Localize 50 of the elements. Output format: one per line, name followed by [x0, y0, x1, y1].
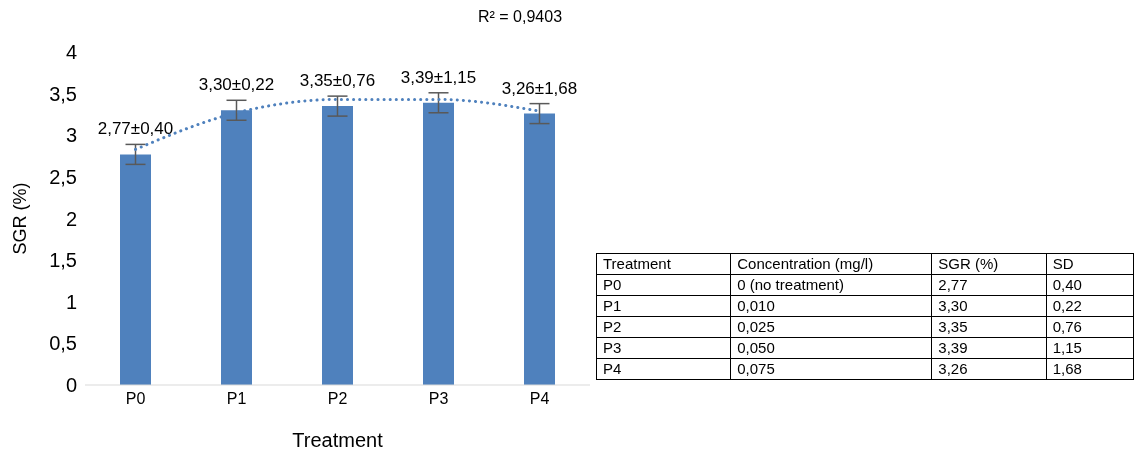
y-tick-label: 3	[65, 124, 77, 147]
text: 0,76	[1046, 316, 1134, 338]
text: 3,39	[931, 337, 1047, 359]
text: 0 (no treatment)	[730, 274, 932, 296]
x-tick-label: P3	[428, 390, 449, 408]
x-tick-label: P2	[327, 390, 348, 408]
bar	[322, 106, 353, 385]
text: 0,025	[730, 316, 932, 338]
text: SGR (%)	[931, 253, 1047, 275]
text: P2	[596, 316, 731, 338]
data-label: 3,26±1,68	[501, 78, 578, 98]
text: P3	[596, 337, 731, 359]
text: 0,22	[1046, 295, 1134, 317]
y-tick-label: 4	[65, 41, 77, 64]
bar	[423, 102, 454, 385]
x-tick-label: P1	[226, 390, 247, 408]
y-tick-label: 2	[65, 207, 77, 230]
bar	[120, 154, 151, 385]
y-tick-label: 2,5	[49, 165, 77, 188]
bar	[524, 113, 555, 385]
text: P0	[596, 274, 731, 296]
text: 0,050	[730, 337, 932, 359]
text: 0,075	[730, 358, 932, 380]
text: 1,68	[1046, 358, 1134, 380]
data-label: 3,30±0,22	[198, 75, 275, 95]
y-tick-label: 1	[65, 290, 77, 313]
text: 1,15	[1046, 337, 1134, 359]
x-axis-title: Treatment	[292, 429, 384, 451]
text: 3,26	[931, 358, 1047, 380]
data-label: 3,39±1,15	[400, 67, 477, 87]
x-tick-label: P4	[529, 390, 550, 408]
text: 0,40	[1046, 274, 1134, 296]
text: 3,35	[931, 316, 1047, 338]
data-label: 2,77±0,40	[97, 119, 174, 139]
text: Concentration (mg/l)	[730, 253, 932, 275]
data-label: 3,35±0,76	[299, 71, 376, 91]
text: P4	[596, 358, 731, 380]
text: P1	[596, 295, 731, 317]
x-tick-label: P0	[125, 390, 146, 408]
text: 0,010	[730, 295, 932, 317]
text: R² = 0,9403	[476, 8, 564, 26]
text: 2,77	[931, 274, 1047, 296]
text: 3,30	[931, 295, 1047, 317]
text: Treatment	[596, 253, 731, 275]
y-tick-label: 0,5	[49, 332, 77, 355]
y-axis-title: SGR (%)	[10, 182, 31, 255]
y-tick-label: 3,5	[49, 82, 77, 105]
text: SD	[1046, 253, 1134, 275]
y-tick-label: 1,5	[49, 249, 77, 272]
y-tick-label: 0	[65, 374, 77, 397]
